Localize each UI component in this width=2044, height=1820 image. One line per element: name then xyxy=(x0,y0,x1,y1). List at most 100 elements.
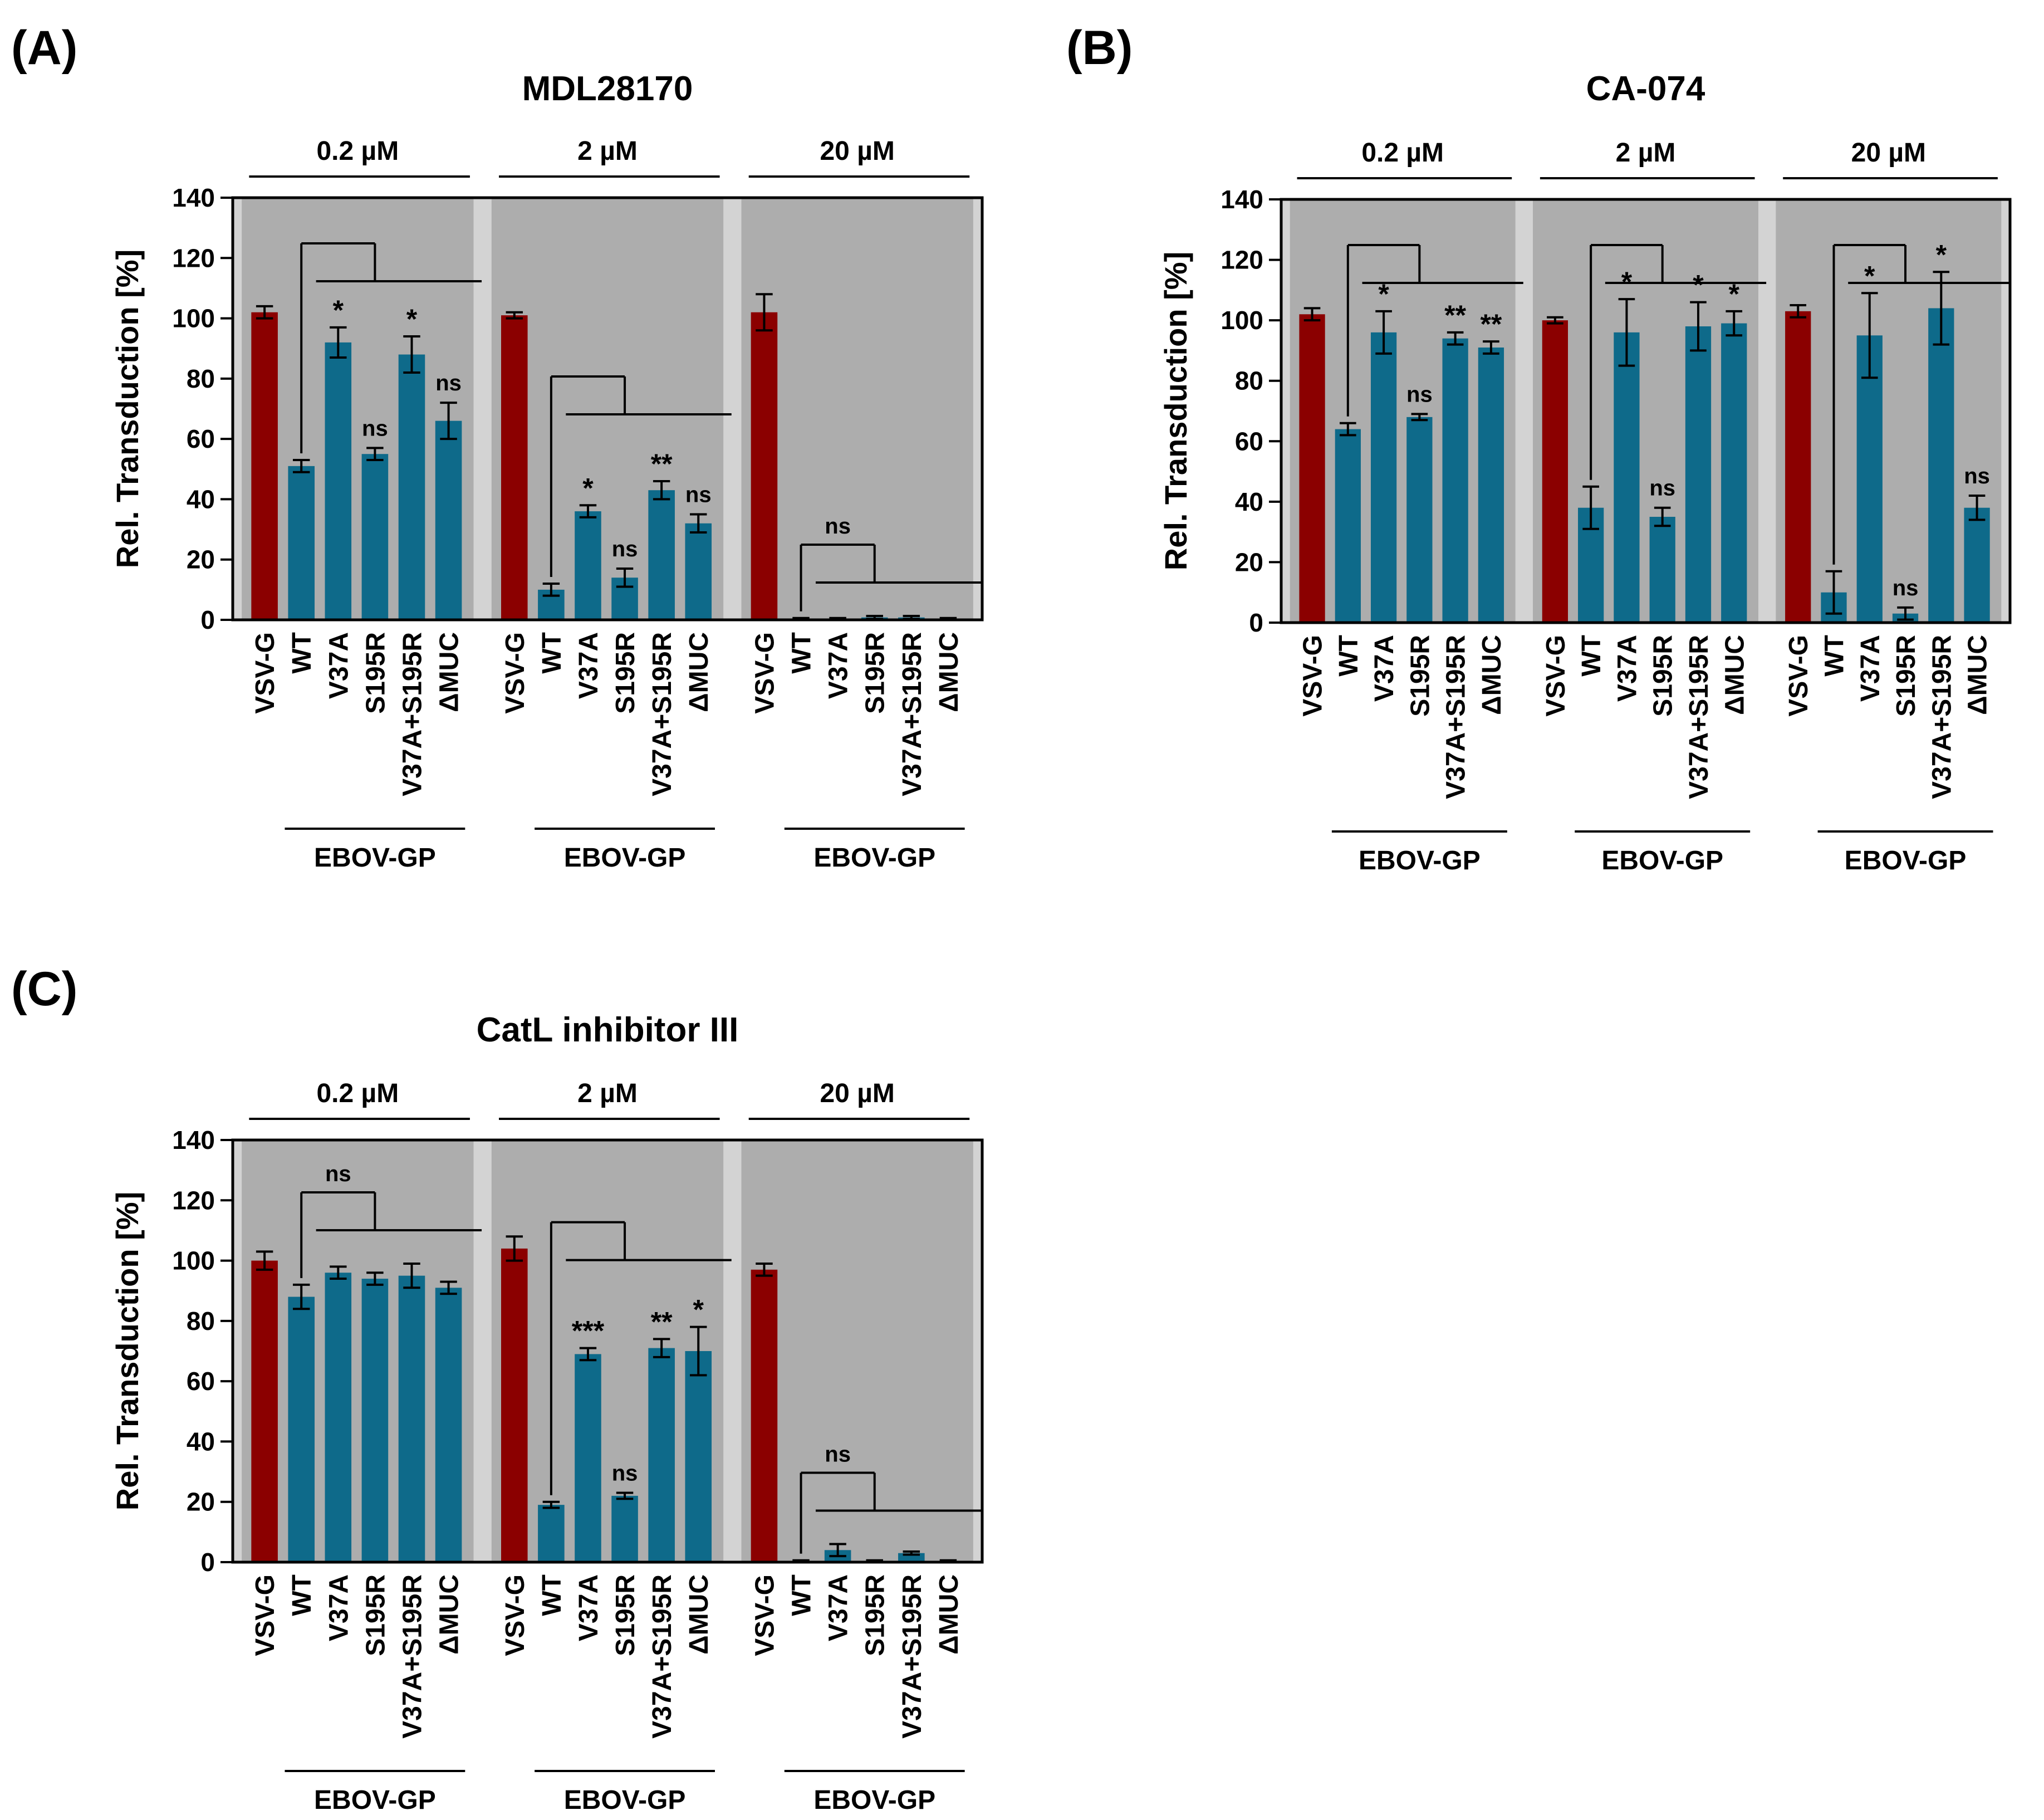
y-tick-label: 40 xyxy=(187,485,215,513)
y-tick-label: 140 xyxy=(1220,185,1263,214)
y-tick-label: 60 xyxy=(187,424,215,453)
y-tick-label: 140 xyxy=(172,1126,215,1154)
bar-v37a xyxy=(1370,332,1397,623)
bar-wt xyxy=(1335,429,1361,623)
category-label: ΔMUC xyxy=(934,1574,964,1655)
category-label: V37A xyxy=(1856,635,1885,702)
y-axis-label: Rel. Transduction [%] xyxy=(1158,252,1193,571)
significance-marker: ns xyxy=(612,537,638,561)
category-label: S195R xyxy=(1649,635,1678,717)
y-tick-label: 100 xyxy=(1220,306,1263,335)
bar-s195r xyxy=(611,1495,638,1562)
category-label: S195R xyxy=(861,632,890,714)
y-tick-label: 20 xyxy=(187,545,215,574)
significance-marker: ns xyxy=(685,483,712,507)
category-label: WT xyxy=(787,1574,817,1616)
y-tick-label: 80 xyxy=(187,1307,215,1335)
significance-marker: ** xyxy=(651,448,673,480)
category-label: WT xyxy=(1334,635,1364,677)
bar-v37a-s195r xyxy=(1685,326,1712,623)
significance-marker: * xyxy=(1936,239,1947,270)
group-background xyxy=(741,1140,973,1562)
y-tick-label: 100 xyxy=(172,304,215,333)
category-label: V37A xyxy=(824,1574,854,1641)
plot-frame xyxy=(1280,198,2012,624)
category-label: VSV-G xyxy=(251,632,280,714)
category-label: S195R xyxy=(361,1574,390,1656)
concentration-label: 2 µM xyxy=(577,1079,638,1108)
category-label: V37A xyxy=(824,632,854,699)
ebov-group-label: EBOV-GP xyxy=(1601,846,1723,875)
significance-marker: * xyxy=(582,472,594,503)
group-background xyxy=(242,1140,474,1562)
category-label: S195R xyxy=(361,632,390,714)
category-label: VSV-G xyxy=(251,1574,280,1656)
category-label: S195R xyxy=(1891,635,1921,717)
category-label: WT xyxy=(1577,635,1606,677)
category-label: V37A xyxy=(1612,635,1642,702)
concentration-label: 20 µM xyxy=(820,136,894,166)
bar-v37a-s195r xyxy=(1442,338,1468,623)
significance-marker: *** xyxy=(572,1315,605,1347)
bar-vsv-g xyxy=(1299,314,1325,623)
concentration-label: 20 µM xyxy=(1851,138,1926,168)
category-label: WT xyxy=(787,632,817,674)
significance-marker: * xyxy=(1729,278,1740,310)
category-label: V37A+S195R xyxy=(648,632,677,796)
category-label: VSV-G xyxy=(501,632,530,714)
y-tick-label: 120 xyxy=(172,243,215,272)
ebov-group-label: EBOV-GP xyxy=(813,843,935,873)
category-label: S195R xyxy=(611,1574,640,1656)
y-tick-label: 40 xyxy=(187,1427,215,1456)
y-tick-label: 80 xyxy=(1235,366,1263,395)
ebov-group-label: EBOV-GP xyxy=(314,843,436,873)
bar-vsv-g xyxy=(1785,311,1811,623)
bar-s195r xyxy=(1406,417,1433,623)
y-tick-label: 100 xyxy=(172,1246,215,1275)
group-background xyxy=(741,198,973,620)
bar-vsv-g xyxy=(501,1248,528,1562)
bar-v37a-s195r xyxy=(648,1348,675,1562)
bar-v37a xyxy=(575,1354,601,1562)
y-tick-label: 20 xyxy=(1235,547,1263,576)
category-label: WT xyxy=(1820,635,1849,677)
plot-frame xyxy=(231,1138,984,1564)
category-label: V37A xyxy=(574,632,604,699)
bar-v37a xyxy=(1614,332,1640,623)
concentration-label: 0.2 µM xyxy=(316,136,399,166)
category-label: WT xyxy=(287,632,317,674)
significance-marker: * xyxy=(1693,270,1704,301)
category-label: V37A+S195R xyxy=(898,1574,927,1739)
ebov-group-label: EBOV-GP xyxy=(1359,846,1481,875)
bar-v37a-s195r xyxy=(1928,308,1954,623)
significance-marker: ns xyxy=(362,416,388,441)
category-label: S195R xyxy=(861,1574,890,1656)
bar-v37a-s195r xyxy=(398,354,425,620)
concentration-label: 2 µM xyxy=(577,136,638,166)
category-label: V37A+S195R xyxy=(398,632,427,796)
significance-marker: ns xyxy=(612,1461,638,1485)
y-tick-label: 60 xyxy=(187,1367,215,1396)
bar-v37a xyxy=(1856,335,1883,623)
bar--muc xyxy=(435,1288,462,1562)
category-label: ΔMUC xyxy=(684,1574,714,1655)
bar-s195r xyxy=(1649,517,1675,623)
category-label: V37A+S195R xyxy=(1442,635,1471,799)
ebov-group-label: EBOV-GP xyxy=(564,843,686,873)
category-label: V37A+S195R xyxy=(398,1574,427,1739)
bar--muc xyxy=(685,523,712,620)
significance-marker: ** xyxy=(1480,309,1502,340)
category-label: ΔMUC xyxy=(435,632,464,712)
y-tick-label: 80 xyxy=(187,364,215,393)
panel-label: (A) xyxy=(11,21,77,75)
category-label: ΔMUC xyxy=(1963,635,1993,715)
panel-b: (B) CA-074 0 20 40 60 80 100 120 140 Rel. Transduc… xyxy=(1066,21,2012,875)
category-label: V37A+S195R xyxy=(648,1574,677,1739)
bar--muc xyxy=(685,1351,712,1562)
category-label: VSV-G xyxy=(1298,635,1328,717)
category-label: V37A+S195R xyxy=(1684,635,1714,799)
y-tick-label: 20 xyxy=(187,1488,215,1516)
category-label: WT xyxy=(537,1574,567,1616)
plot-frame xyxy=(231,196,984,622)
significance-marker: ** xyxy=(651,1306,673,1337)
